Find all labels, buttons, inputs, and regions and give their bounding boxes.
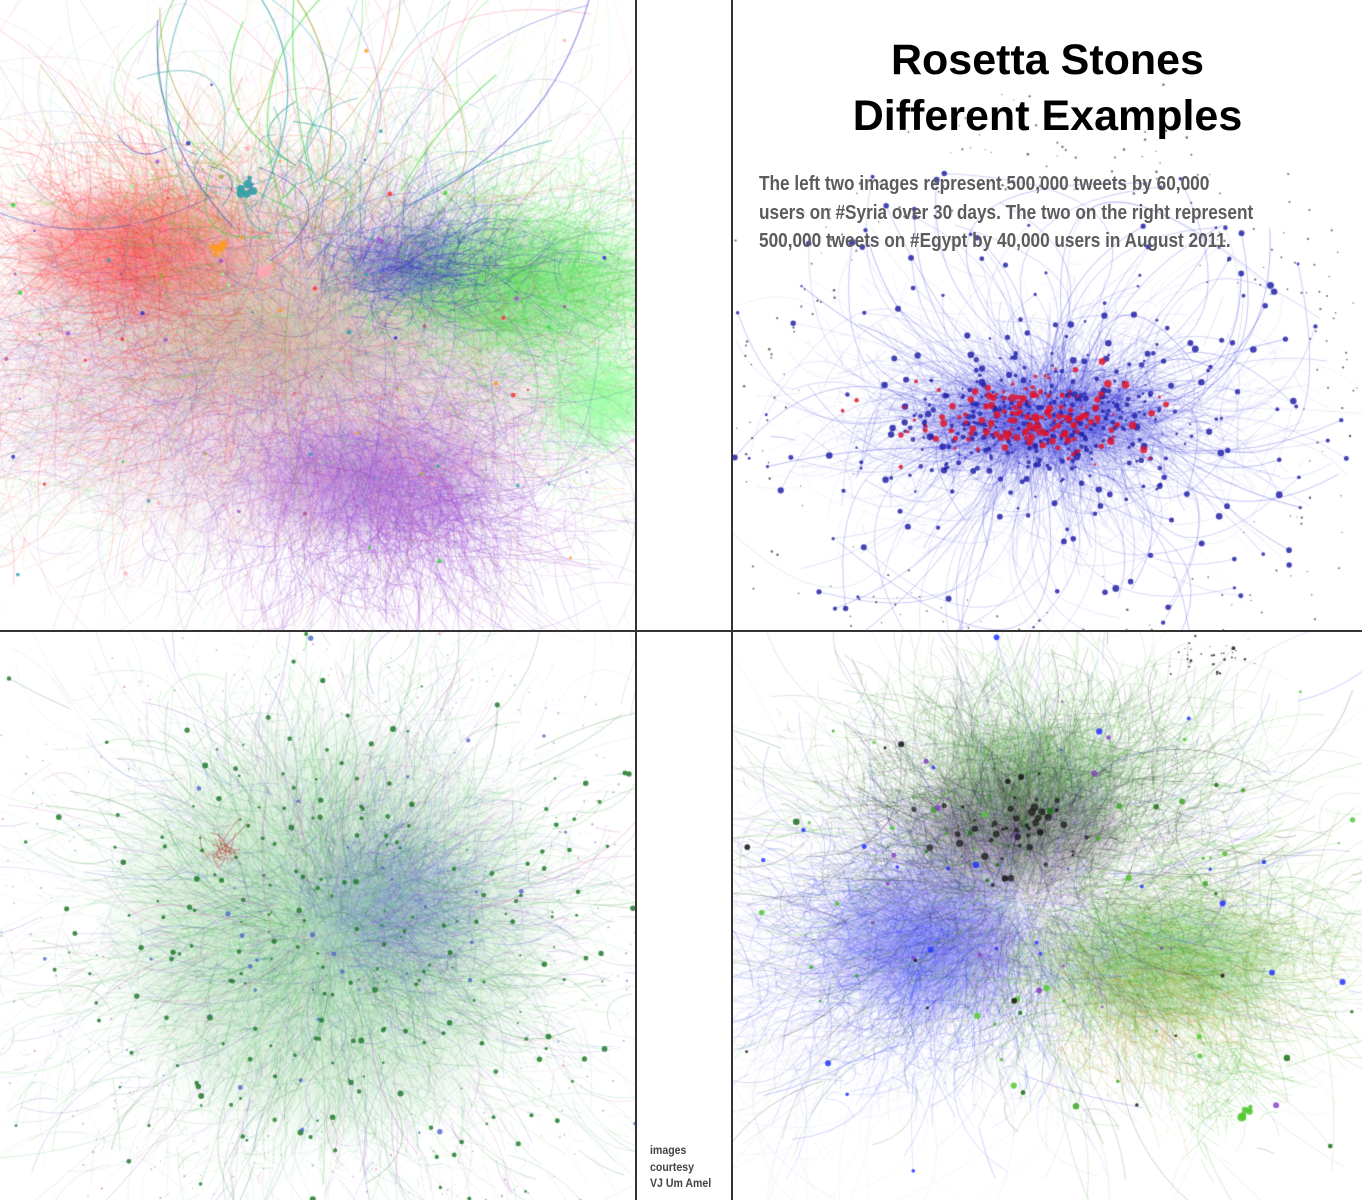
credit-line-3: VJ Um Amel: [650, 1176, 712, 1190]
description-line-3: 500,000 tweets on #Egypt by 40,000 users…: [759, 230, 1231, 252]
bottom-left-network: [0, 632, 635, 1200]
horizontal-divider: [0, 630, 1362, 632]
top-right-network: [733, 0, 1362, 630]
vertical-divider-left: [635, 0, 637, 1200]
title-line-2: Different Examples: [852, 92, 1243, 140]
title-line-1: Rosetta Stones: [890, 36, 1204, 84]
description-line-1: The left two images represent 500,000 tw…: [759, 173, 1210, 195]
credit-line-1: images: [650, 1143, 687, 1157]
top-left-network: [0, 0, 635, 630]
vertical-divider-right: [731, 0, 733, 1200]
description-line-2: users on #Syria over 30 days. The two on…: [759, 201, 1254, 224]
page-title: Rosetta Stones Different Examples: [733, 32, 1362, 144]
bottom-right-network: [733, 632, 1362, 1200]
image-credit: images courtesy VJ Um Amel: [650, 1142, 728, 1192]
credit-line-2: courtesy: [650, 1159, 695, 1174]
description: The left two images represent 500,000 tw…: [759, 170, 1339, 256]
